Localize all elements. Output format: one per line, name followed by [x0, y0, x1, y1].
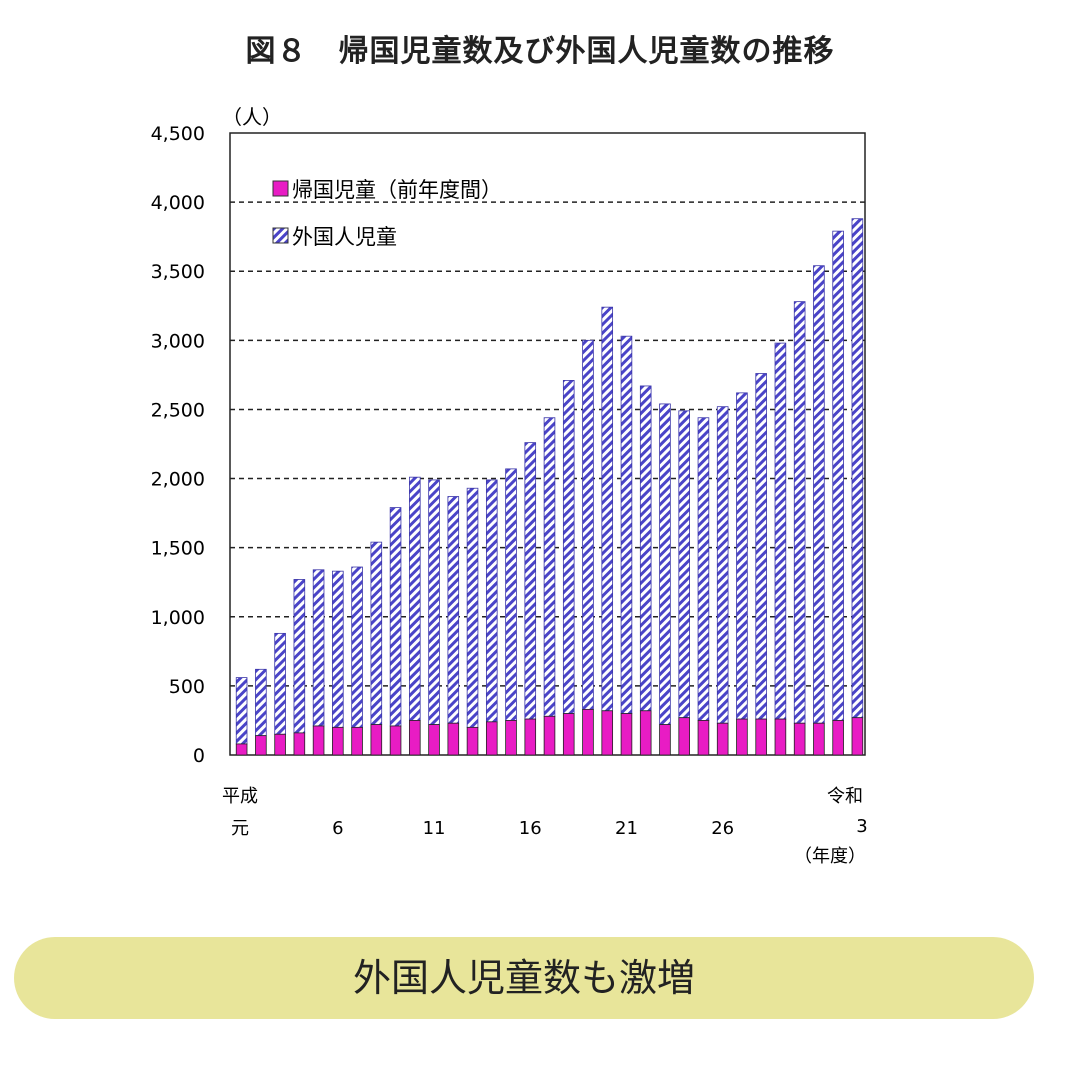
- x-era-end: 令和: [827, 786, 863, 807]
- y-tick-label: 1,500: [151, 538, 205, 560]
- bar-returnee: [562, 713, 575, 756]
- bar-returnee: [813, 722, 825, 756]
- bar-returnee: [755, 718, 767, 756]
- bar-foreign: [697, 417, 710, 721]
- y-tick-label: 2,500: [151, 399, 205, 421]
- bar-returnee: [255, 735, 267, 756]
- y-axis: 0 500 1,000 1,500 2,000 2,500 3,000 3,500 4,000 4…: [151, 123, 205, 767]
- bar-foreign: [389, 507, 402, 727]
- bar-foreign: [332, 570, 344, 728]
- x-era-end-year: 3: [856, 816, 867, 837]
- bar-foreign: [774, 342, 787, 720]
- bar-foreign: [255, 668, 267, 737]
- bar-returnee: [332, 726, 344, 756]
- bar-foreign: [832, 230, 844, 721]
- y-axis-unit: （人）: [222, 105, 282, 129]
- bar-returnee: [697, 720, 710, 756]
- bars: [235, 218, 864, 756]
- bar-foreign: [370, 541, 383, 725]
- bar-returnee: [293, 732, 306, 756]
- bar-returnee: [774, 718, 787, 756]
- y-tick-label: 4,000: [151, 192, 205, 214]
- bar-foreign: [447, 496, 460, 724]
- x-axis-unit: （年度）: [794, 846, 866, 867]
- caption-banner: 外国人児童数も激増: [14, 937, 1034, 1019]
- bar-returnee: [678, 717, 690, 756]
- y-tick-label: 2,000: [151, 469, 205, 491]
- legend: 帰国児童（前年度間） 外国人児童: [272, 178, 502, 249]
- bar-returnee: [351, 726, 363, 756]
- caption-text: 外国人児童数も激増: [352, 956, 695, 1000]
- y-tick-label: 3,500: [151, 261, 205, 283]
- bar-foreign: [755, 373, 767, 720]
- y-tick-label: 4,500: [151, 123, 205, 145]
- bar-returnee: [832, 720, 844, 756]
- bar-foreign: [562, 380, 575, 714]
- bar-foreign: [235, 677, 248, 745]
- bar-returnee: [620, 713, 633, 756]
- x-era-start-year: 元: [231, 818, 249, 839]
- bar-foreign: [466, 487, 479, 728]
- bar-returnee: [428, 724, 440, 756]
- bar-returnee: [370, 724, 383, 756]
- bar-foreign: [351, 566, 363, 728]
- bar-foreign: [524, 442, 537, 720]
- x-tick-label: 11: [423, 818, 446, 839]
- y-tick-label: 0: [193, 745, 205, 767]
- bar-foreign: [620, 335, 633, 714]
- bar-returnee: [505, 720, 517, 756]
- bar-foreign: [813, 265, 825, 724]
- bar-returnee: [312, 725, 325, 756]
- bar-returnee: [851, 717, 864, 756]
- bar-returnee: [447, 722, 460, 756]
- chart: 0 500 1,000 1,500 2,000 2,500 3,000 3,500 4,000 4…: [151, 105, 868, 867]
- bar-foreign: [312, 569, 325, 727]
- bar-foreign: [293, 579, 306, 734]
- bar-returnee: [524, 718, 537, 756]
- bar-foreign: [428, 479, 440, 725]
- bar-foreign: [639, 385, 652, 712]
- bar-returnee: [659, 724, 671, 756]
- x-tick-label: 16: [519, 818, 542, 839]
- bar-returnee: [485, 721, 498, 756]
- bar-foreign: [851, 218, 864, 719]
- bar-returnee: [389, 725, 402, 756]
- y-tick-label: 500: [169, 676, 205, 698]
- x-tick-label: 6: [332, 818, 343, 839]
- bar-returnee: [543, 715, 556, 756]
- bar-foreign: [601, 306, 614, 712]
- bar-returnee: [601, 710, 614, 756]
- bar-returnee: [274, 733, 286, 756]
- bar-foreign: [274, 632, 286, 735]
- bar-returnee: [736, 718, 748, 756]
- legend-swatch-returnee: [272, 180, 289, 197]
- bar-foreign: [716, 406, 729, 724]
- bar-foreign: [736, 392, 748, 720]
- bar-returnee: [793, 722, 806, 756]
- x-era-start: 平成: [222, 786, 258, 807]
- bar-foreign: [543, 417, 556, 717]
- bar-returnee: [235, 743, 248, 756]
- x-tick-label: 21: [615, 818, 638, 839]
- bar-returnee: [716, 722, 729, 756]
- bar-foreign: [678, 410, 690, 719]
- bar-returnee: [409, 720, 421, 756]
- bar-foreign: [505, 468, 517, 721]
- x-tick-label: 26: [711, 818, 734, 839]
- bar-foreign: [409, 476, 421, 721]
- legend-swatch-foreign: [272, 227, 289, 244]
- bar-returnee: [466, 726, 479, 756]
- bar-foreign: [659, 403, 671, 725]
- legend-label-returnee: 帰国児童（前年度間）: [292, 178, 502, 202]
- bar-foreign: [582, 339, 594, 710]
- x-axis: 6 11 16 21 26: [332, 818, 734, 839]
- legend-label-foreign: 外国人児童: [292, 225, 397, 249]
- bar-foreign: [793, 301, 806, 724]
- bar-returnee: [582, 708, 594, 756]
- chart-title: 図８ 帰国児童数及び外国人児童数の推移: [245, 34, 835, 69]
- y-tick-label: 3,000: [151, 330, 205, 352]
- y-tick-label: 1,000: [151, 607, 205, 629]
- bar-returnee: [639, 710, 652, 756]
- bar-foreign: [485, 479, 498, 723]
